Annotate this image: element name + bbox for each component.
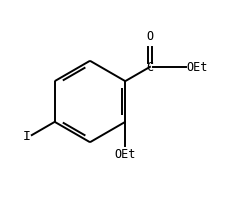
Text: OEt: OEt [187, 61, 208, 74]
Text: O: O [146, 30, 154, 43]
Text: I: I [23, 129, 31, 142]
Text: OEt: OEt [114, 147, 136, 161]
Text: C: C [146, 61, 154, 74]
